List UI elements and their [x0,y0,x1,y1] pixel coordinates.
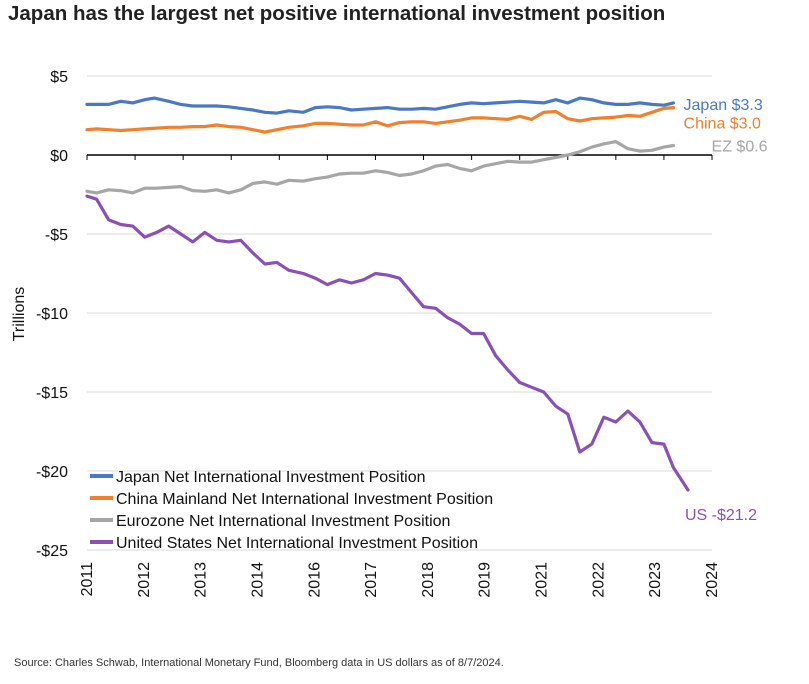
x-tick-label: 2023 [647,562,664,598]
y-axis-label: Trillions [11,287,28,342]
x-tick-label: 2019 [477,562,494,598]
series-line-china [85,105,676,134]
x-tick-label: 2017 [363,562,380,598]
series-line-japan [85,96,676,115]
end-label-us: US -$21.2 [685,507,757,524]
line-chart: $5 $0 -$5 -$10 -$15 -$20 -$25 2011 2012 2013 2014… [11,69,768,598]
legend: Japan Net International Investment Posit… [90,469,493,552]
end-label-eurozone: EZ $0.6 [712,139,768,156]
series-line-eurozone [85,140,676,195]
y-tick-label: -$10 [36,306,68,323]
x-tick-label: 2021 [534,562,551,598]
source-note: Source: Charles Schwab, International Mo… [14,657,504,669]
y-tick-label: -$20 [36,464,68,481]
gridlines [87,75,712,551]
chart-title: Japan has the largest net positive inter… [8,2,666,25]
end-label-china: China $3.0 [684,116,761,133]
legend-label-eurozone: Eurozone Net International Investment Po… [116,513,450,530]
y-axis-ticks: $5 $0 -$5 -$10 -$15 -$20 -$25 [36,69,68,560]
y-tick-label: -$15 [36,385,68,402]
y-tick-label: $5 [50,69,68,86]
zero-axis [86,154,713,160]
x-tick-label: 2011 [79,562,96,597]
series-end-labels: Japan $3.3 China $3.0 EZ $0.6 US -$21.2 [684,97,768,524]
x-tick-label: 2022 [590,562,607,598]
x-tick-label: 2018 [420,562,437,598]
x-tick-label: 2024 [704,562,721,598]
x-axis-ticks: 2011 2012 2013 2014 2016 2017 2018 2019 2021 2022… [79,562,721,598]
legend-label-us: United States Net International Investme… [116,535,478,552]
series-line-us [85,194,690,492]
legend-label-japan: Japan Net International Investment Posit… [116,469,426,486]
x-tick-label: 2012 [136,562,153,598]
legend-label-china: China Mainland Net International Investm… [116,491,493,508]
end-label-japan: Japan $3.3 [684,97,763,114]
y-tick-label: -$25 [36,543,68,560]
y-tick-label: $0 [50,148,68,165]
x-tick-label: 2013 [193,562,210,598]
series-lines [85,96,690,492]
y-tick-label: -$5 [45,227,68,244]
x-tick-label: 2014 [249,562,266,598]
x-tick-label: 2016 [306,562,323,598]
